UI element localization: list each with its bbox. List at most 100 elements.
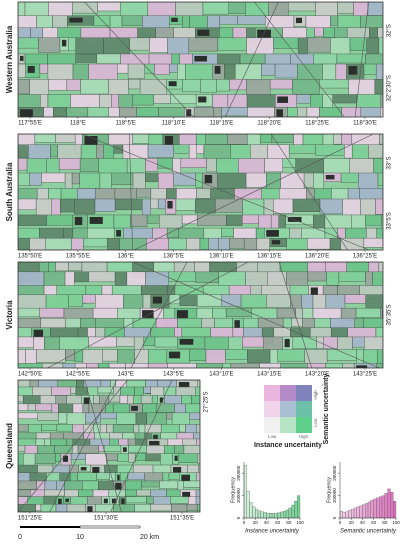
field — [18, 79, 30, 95]
field — [18, 412, 38, 420]
bar — [345, 511, 349, 519]
field — [18, 237, 30, 250]
field — [263, 198, 274, 217]
field — [230, 144, 251, 161]
field — [146, 214, 160, 224]
field — [39, 227, 64, 240]
field — [196, 438, 200, 447]
field — [77, 445, 99, 454]
field — [375, 63, 383, 80]
field — [130, 214, 148, 227]
field — [37, 412, 59, 421]
field — [259, 363, 281, 368]
field — [273, 37, 299, 49]
field — [158, 107, 185, 117]
field — [307, 37, 331, 53]
dark-patch — [168, 351, 181, 359]
field — [160, 453, 173, 466]
x-tick-label: 151°25'E — [18, 516, 42, 522]
y-axis-label: Frequency — [326, 477, 332, 503]
dark-patch — [80, 467, 87, 471]
dark-patch — [65, 498, 69, 502]
field — [290, 327, 311, 337]
field — [280, 172, 305, 191]
bar — [297, 495, 301, 519]
dark-patch — [356, 365, 368, 368]
legend-cell — [280, 417, 296, 433]
field — [80, 79, 109, 95]
bar — [370, 499, 374, 519]
field — [288, 144, 316, 154]
dark-patch — [159, 397, 164, 403]
road — [354, 2, 369, 117]
field — [260, 134, 273, 143]
field — [168, 294, 181, 305]
field — [221, 227, 234, 237]
field — [53, 107, 67, 117]
field — [378, 37, 383, 57]
x-tick-label: 143°20'E — [305, 372, 329, 378]
field — [18, 307, 40, 318]
dark-patch — [174, 455, 178, 461]
field — [329, 237, 341, 250]
bar — [390, 492, 394, 519]
road — [49, 380, 117, 512]
field — [38, 37, 61, 53]
field — [62, 363, 76, 368]
bar — [381, 495, 385, 519]
bar — [393, 501, 397, 519]
field — [379, 134, 383, 145]
field — [145, 453, 161, 462]
field — [249, 144, 268, 160]
field — [323, 158, 351, 176]
field — [116, 412, 137, 425]
field — [125, 496, 147, 504]
field — [127, 438, 136, 446]
dark-patch — [171, 17, 178, 22]
field — [82, 480, 99, 492]
field — [360, 198, 376, 217]
field — [125, 489, 137, 497]
dark-patch — [117, 474, 120, 481]
field — [363, 63, 377, 75]
field — [27, 403, 36, 411]
field — [128, 445, 147, 453]
field — [295, 158, 324, 175]
field — [196, 424, 200, 434]
legend-x-label: Instance uncertainty — [254, 442, 322, 449]
bar — [263, 512, 267, 519]
bar — [376, 497, 380, 519]
field — [205, 349, 226, 365]
overlay: Western Australia 117°55'E 118°E 118°5'E 118… — [5, 24, 400, 541]
field — [151, 395, 158, 404]
field — [366, 37, 380, 57]
field — [48, 79, 68, 91]
field — [376, 227, 383, 245]
bar — [246, 490, 250, 519]
field — [100, 412, 117, 420]
x-tick-label: 118°30'E — [353, 121, 377, 127]
bar — [285, 509, 289, 519]
bar — [269, 513, 273, 519]
field — [114, 198, 143, 211]
field — [18, 424, 29, 432]
legend-y-high: High — [313, 390, 318, 400]
dark-patch — [33, 329, 44, 340]
dark-patch — [310, 287, 318, 296]
bar — [373, 498, 377, 519]
x-tick-label: 40 — [264, 520, 270, 525]
dark-patch — [325, 174, 335, 180]
field — [37, 464, 54, 474]
field — [87, 107, 109, 117]
legend-y-label: Semantic uncertainty — [323, 373, 330, 444]
field — [66, 412, 86, 426]
field — [18, 453, 24, 466]
field — [199, 237, 209, 250]
x-tick-label: 151°35'E — [170, 516, 194, 522]
field — [18, 172, 30, 186]
field — [55, 503, 68, 512]
field — [167, 363, 197, 368]
x-tick-label: 143°25'E — [353, 372, 377, 378]
legend-cell — [296, 401, 312, 417]
dark-patch — [182, 491, 191, 499]
